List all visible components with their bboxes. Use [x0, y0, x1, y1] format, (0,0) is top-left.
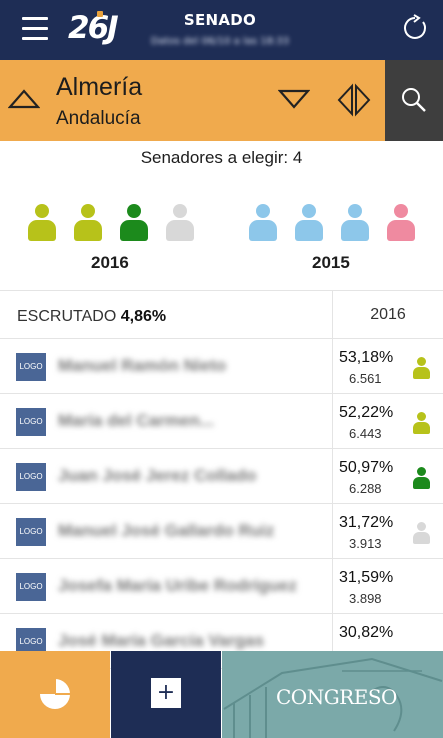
candidate-name: Josefa María Uribe Rodríguez — [58, 576, 298, 595]
elected-senator-icon — [413, 467, 430, 489]
vote-count: 3.913 — [349, 536, 382, 551]
vote-count: 6.443 — [349, 426, 382, 441]
party-logo: LOGO — [16, 518, 46, 546]
senator-icon — [28, 204, 56, 242]
senator-icon — [74, 204, 102, 242]
party-logo: LOGO — [16, 573, 46, 601]
region-parent: Andalucía — [56, 108, 141, 129]
logo: 26J — [68, 10, 119, 46]
chevron-up-icon[interactable] — [7, 85, 41, 113]
column-year: 2016 — [332, 291, 443, 339]
result-cell: 31,72% 3.913 — [332, 504, 443, 559]
senator-icon — [120, 204, 148, 242]
candidate-name: Manuel José Gallardo Ruiz — [58, 521, 275, 540]
vote-count: 6.561 — [349, 371, 382, 386]
year-label-2016: 2016 — [91, 253, 129, 272]
page-title: SENADO — [183, 11, 257, 29]
result-cell: 52,22% 6.443 — [332, 394, 443, 449]
candidate-name: José María García Vargas — [58, 631, 265, 650]
chevron-down-icon[interactable] — [277, 87, 311, 111]
elected-senator-icon — [413, 412, 430, 434]
pie-chart-icon — [40, 679, 70, 709]
vote-percentage: 52,22% — [339, 404, 394, 421]
region-bar: Almería Andalucía — [0, 60, 385, 141]
bottom-bar: + CONGRESO — [0, 651, 443, 738]
plus-icon: + — [151, 678, 181, 708]
congreso-button[interactable]: CONGRESO — [222, 651, 443, 738]
senator-icon — [166, 204, 194, 242]
senator-icon — [341, 204, 369, 242]
table-header: ESCRUTADO 4,86% 2016 — [0, 290, 443, 339]
vote-percentage: 31,72% — [339, 514, 394, 531]
senator-icon — [295, 204, 323, 242]
top-bar: 26J SENADO Datos del 06/10 a las 18:33 — [0, 0, 443, 60]
search-icon — [402, 88, 426, 112]
elected-senator-icon — [413, 522, 430, 544]
search-button[interactable] — [385, 60, 443, 141]
logo-text: 26J — [68, 10, 119, 46]
compare-icon[interactable] — [336, 82, 372, 118]
vote-count: 6.288 — [349, 481, 382, 496]
candidate-name: María del Carmen... — [58, 411, 214, 430]
results-table: ESCRUTADO 4,86% 2016 LOGO Manuel Ramón Ni… — [0, 290, 443, 669]
table-row[interactable]: LOGO Manuel José Gallardo Ruiz 31,72% 3.913 — [0, 504, 443, 559]
table-row[interactable]: LOGO María del Carmen... 52,22% 6.443 — [0, 394, 443, 449]
congress-building-illustration — [223, 657, 443, 738]
add-button[interactable]: + — [111, 651, 221, 738]
vote-percentage: 53,18% — [339, 349, 394, 366]
candidate-name: Juan José Jerez Collado — [58, 466, 257, 485]
update-timestamp: Datos del 06/10 a las 18:33 — [150, 36, 290, 47]
chart-button[interactable] — [0, 651, 110, 738]
menu-icon[interactable] — [22, 17, 48, 41]
refresh-icon[interactable] — [401, 14, 429, 42]
region-name: Almería — [56, 73, 143, 101]
party-logo: LOGO — [16, 408, 46, 436]
senators-to-elect: Senadores a elegir: 4 — [140, 148, 303, 167]
senator-icon — [387, 204, 415, 242]
result-cell: 50,97% 6.288 — [332, 449, 443, 504]
table-body: LOGO Manuel Ramón Nieto 53,18% 6.561 LOGO Mar… — [0, 339, 443, 669]
elected-senator-icon — [413, 357, 430, 379]
result-cell: 31,59% 3.898 — [332, 559, 443, 614]
vote-count: 3.898 — [349, 591, 382, 606]
vote-percentage: 30,82% — [339, 624, 394, 641]
party-logo: LOGO — [16, 463, 46, 491]
congreso-label: CONGRESO — [276, 685, 397, 709]
vote-percentage: 50,97% — [339, 459, 394, 476]
result-cell: 30,82% — [332, 614, 443, 669]
scrutiny-label: ESCRUTADO — [17, 308, 117, 325]
candidate-name: Manuel Ramón Nieto — [58, 356, 227, 375]
result-cell: 53,18% 6.561 — [332, 339, 443, 394]
table-row[interactable]: LOGO Manuel Ramón Nieto 53,18% 6.561 — [0, 339, 443, 394]
table-row[interactable]: LOGO Juan José Jerez Collado 50,97% 6.288 — [0, 449, 443, 504]
senator-icon — [249, 204, 277, 242]
scrutiny-status: ESCRUTADO 4,86% — [17, 308, 166, 326]
year-label-2015: 2015 — [312, 253, 350, 272]
vote-percentage: 31,59% — [339, 569, 394, 586]
party-logo: LOGO — [16, 353, 46, 381]
table-row[interactable]: LOGO Josefa María Uribe Rodríguez 31,59% 3.… — [0, 559, 443, 614]
scrutiny-value: 4,86% — [120, 308, 167, 325]
logo-dot — [97, 11, 103, 17]
